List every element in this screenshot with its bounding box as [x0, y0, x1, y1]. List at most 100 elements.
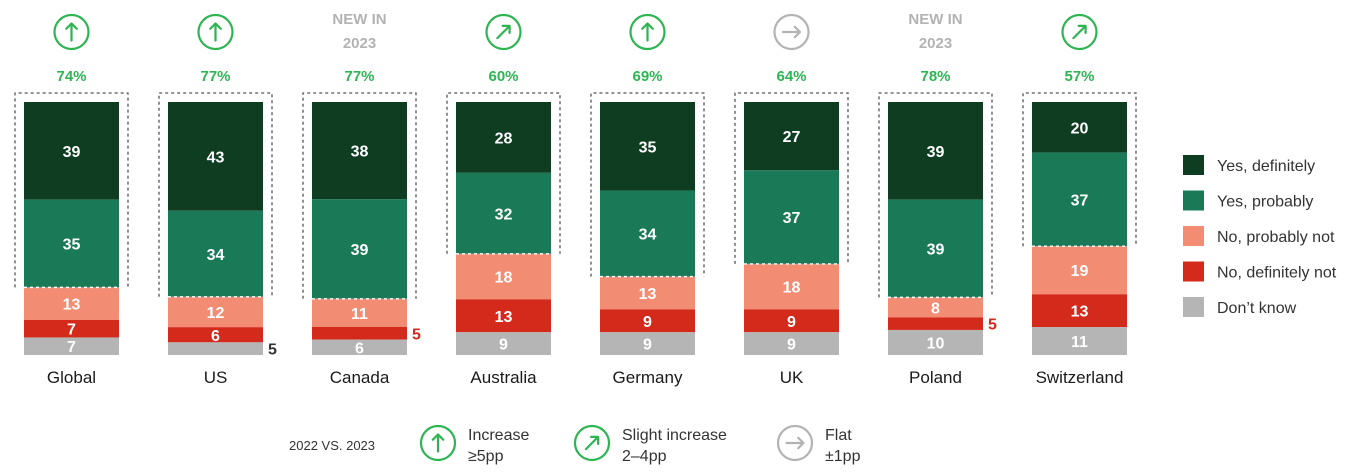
segment-value: 13 [63, 297, 81, 314]
yes-bracket [1022, 92, 1137, 247]
segment-value: 32 [495, 206, 513, 223]
segment-value: 9 [643, 337, 652, 354]
bar-segment-no-probably-not [600, 276, 695, 310]
legend-label-dont-know: Don’t know [1217, 300, 1297, 317]
bar-segment-no-probably-not [1032, 246, 1127, 295]
segment-value: 35 [63, 237, 81, 254]
bar-segment-yes-definitely [600, 102, 695, 191]
yes-bracket [302, 92, 417, 300]
bar-segment-no-definitely-not [888, 317, 983, 330]
legend-label-yes-probably: Yes, probably [1217, 194, 1313, 211]
key-label-line: ≥5pp [468, 448, 504, 465]
legend-label-yes-definitely: Yes, definitely [1217, 158, 1315, 175]
bar-segment-dont-know [312, 339, 407, 355]
yes-bracket [590, 92, 705, 278]
yes-bracket [14, 92, 129, 289]
legend-label-no-probably-not: No, probably not [1217, 229, 1335, 246]
bar-segment-no-definitely-not [1032, 294, 1127, 328]
arrow-up-circle-icon [629, 13, 666, 51]
yes-bracket [446, 92, 561, 255]
new-in-year-label: 2023 [919, 35, 952, 52]
category-label: Global [47, 368, 96, 387]
legend: Yes, definitely Yes, probably No, probably… [1183, 155, 1337, 317]
arrow-up-circle-icon [53, 13, 90, 51]
bar-segment-yes-probably [312, 199, 407, 299]
bar-segment-yes-probably [168, 210, 263, 297]
bar-segment-no-probably-not [168, 296, 263, 328]
arrow-up-circle-icon [419, 424, 457, 462]
bar-segment-dont-know [888, 329, 983, 355]
key-label-line: Flat [825, 427, 852, 444]
segment-value: 9 [643, 314, 652, 331]
bar-segment-yes-probably [600, 190, 695, 277]
segment-value: 7 [67, 339, 76, 356]
category-label: Australia [470, 368, 537, 387]
bar-segment-no-probably-not [744, 263, 839, 310]
segment-value: 34 [639, 227, 657, 244]
bar-segment-yes-definitely [456, 102, 551, 173]
category-label: Germany [613, 368, 683, 387]
segment-value: 28 [495, 130, 513, 147]
comparison-label: 2022 VS. 2023 [289, 438, 375, 453]
footer-key: 2022 VS. 2023 Increase ≥5pp Slight increas… [289, 424, 861, 465]
segment-value: 18 [783, 280, 801, 297]
segment-value: 38 [351, 144, 369, 161]
segment-value: 35 [639, 139, 657, 156]
bars: 39 35 13 77 43 34 12 6 5 38 39 11 5 6 28 32 18 13 9 35 34 13 9… [14, 92, 1137, 359]
bar-segment-dont-know [600, 332, 695, 355]
key-label-line: 2–4pp [622, 448, 667, 465]
segment-value: 13 [639, 286, 657, 303]
segment-value: 9 [787, 337, 796, 354]
new-in-label: NEW IN [332, 11, 386, 28]
segment-value: 37 [1071, 192, 1089, 209]
bar-segment-no-definitely-not [456, 299, 551, 333]
bar-segment-yes-probably [1032, 152, 1127, 247]
segment-value: 6 [355, 340, 364, 357]
segment-value-outside: 5 [268, 342, 277, 359]
segment-value: 6 [211, 328, 220, 345]
yes-total-label: 77% [200, 68, 230, 85]
new-in-label: NEW IN [908, 11, 962, 28]
segment-value-outside: 5 [988, 317, 997, 334]
segment-value: 34 [207, 247, 225, 264]
bar-segment-yes-probably [744, 170, 839, 264]
bar-segment-dont-know [168, 342, 263, 355]
yes-total-label: 64% [776, 68, 806, 85]
key-label-line: Increase [468, 427, 529, 444]
yes-bracket [734, 92, 849, 265]
bar-segment-yes-definitely [888, 102, 983, 200]
arrow-up-right-circle-icon [1061, 13, 1098, 51]
bar-segment-no-definitely-not [312, 326, 407, 340]
segment-value: 19 [1071, 263, 1089, 280]
yes-bracket [158, 92, 273, 298]
segment-value: 18 [495, 270, 513, 287]
segment-value: 43 [207, 149, 225, 166]
key-label-line: Slight increase [622, 427, 727, 444]
yes-bracket [878, 92, 993, 299]
segment-value: 39 [927, 242, 945, 259]
segment-value: 39 [63, 144, 81, 161]
segment-value: 13 [1071, 304, 1089, 321]
legend-swatch-yes-probably [1183, 190, 1204, 211]
arrow-up-right-circle-icon [485, 13, 522, 51]
bar-segment-yes-definitely [744, 102, 839, 171]
key-label-line: ±1pp [825, 448, 861, 465]
yes-total-label: 57% [1064, 68, 1094, 85]
bar-segment-yes-definitely [168, 102, 263, 211]
arrow-up-circle-icon [197, 13, 234, 51]
new-in-year-label: 2023 [343, 35, 376, 52]
category-label: Poland [909, 368, 962, 387]
segment-value: 9 [499, 337, 508, 354]
bar-segment-yes-definitely [312, 102, 407, 200]
trend-row: 74% 77% NEW IN 2023 77% 60% 69% 64% NEW IN 2023 78… [53, 11, 1098, 85]
segment-value: 9 [787, 314, 796, 331]
bar-segment-dont-know [24, 337, 119, 355]
legend-swatch-dont-know [1183, 297, 1204, 317]
bar-segment-no-probably-not [456, 253, 551, 300]
arrow-right-circle-icon [776, 424, 814, 462]
bar-segment-no-definitely-not [24, 319, 119, 338]
segment-value: 39 [351, 242, 369, 259]
segment-value: 11 [1071, 334, 1088, 351]
segment-value: 12 [207, 305, 225, 322]
segment-value: 7 [67, 322, 76, 339]
